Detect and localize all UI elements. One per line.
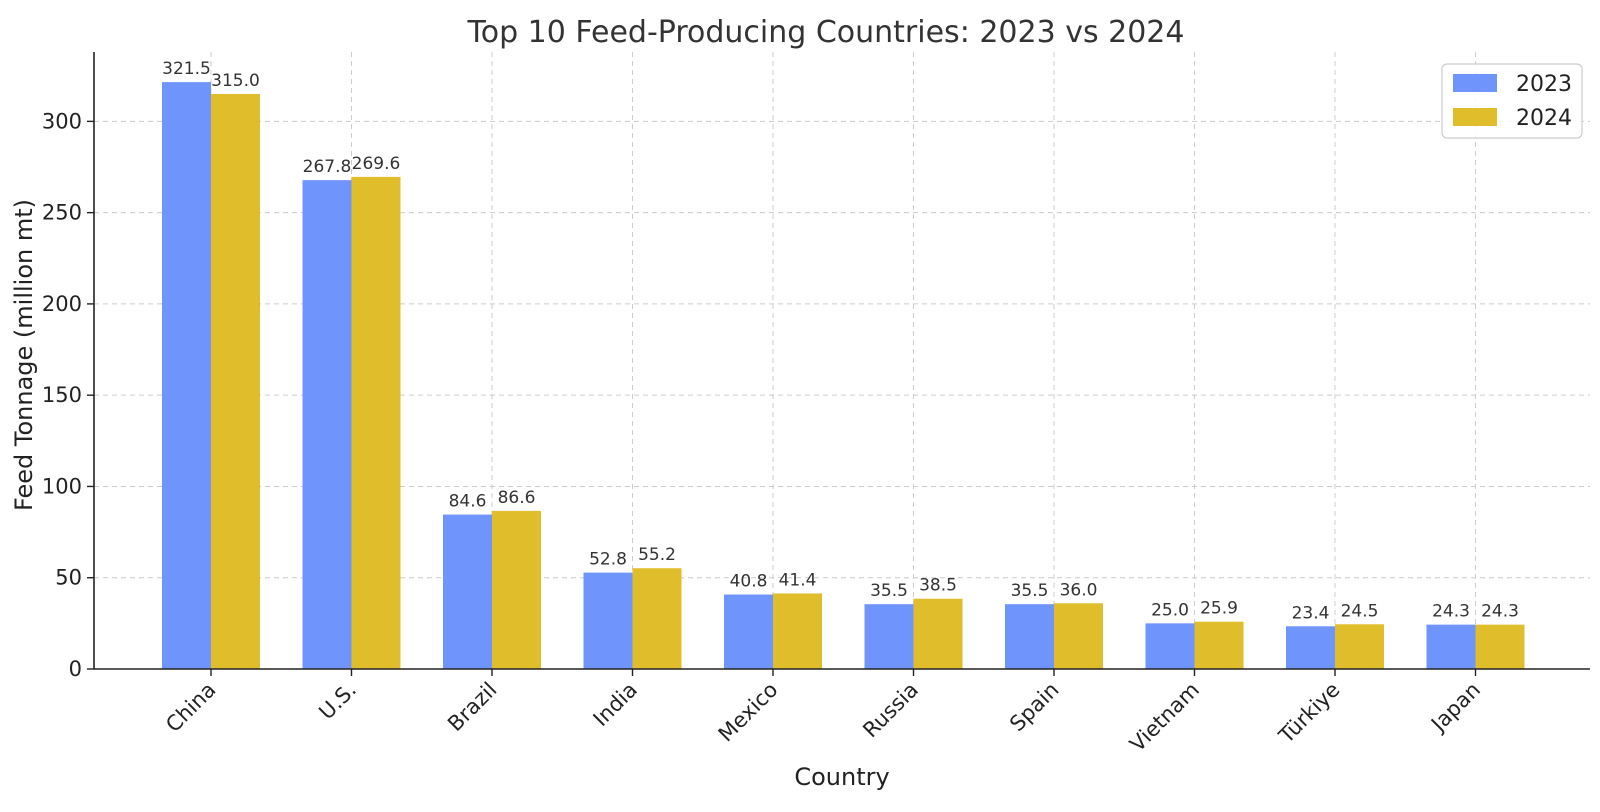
x-tick-label: Spain — [1005, 678, 1063, 736]
bar-2024-u-s- — [351, 176, 401, 669]
bar-2023-u-s- — [302, 180, 352, 669]
x-tick-label: India — [589, 678, 642, 731]
bar-value-label: 35.5 — [870, 581, 908, 601]
bar-value-label: 41.4 — [779, 570, 817, 590]
bar-value-labels: 321.5 267.8 84.6 52.8 40.8 35.5 35.5 25.0 23.4 24… — [162, 59, 1519, 623]
bar-2023-brazil — [443, 514, 492, 669]
x-tick-label: Brazil — [443, 678, 501, 736]
bar-value-label: 269.6 — [352, 154, 401, 174]
bar-2024-spain — [1054, 603, 1103, 669]
bar-value-label: 25.9 — [1200, 599, 1238, 619]
y-tick-label: 300 — [42, 109, 82, 133]
bar-2024-vietnam — [1194, 621, 1244, 669]
bar-2023-vietnam — [1145, 623, 1195, 669]
bar-value-label: 267.8 — [303, 157, 352, 177]
y-tick-label: 200 — [42, 292, 82, 316]
x-tick-label: Japan — [1425, 678, 1485, 738]
bar-value-label: 35.5 — [1011, 581, 1049, 601]
y-tick-label: 0 — [69, 657, 82, 681]
bar-value-label: 23.4 — [1292, 603, 1330, 623]
bar-value-label: 25.0 — [1151, 600, 1189, 620]
bar-value-label: 315.0 — [211, 71, 260, 91]
bar-2024-brazil — [492, 510, 541, 669]
legend-label-2023: 2023 — [1516, 72, 1572, 97]
bar-value-label: 24.3 — [1481, 602, 1519, 622]
bar-2024-india — [632, 568, 682, 669]
y-tick-label: 250 — [42, 201, 82, 225]
bar-2024-russia — [913, 598, 963, 669]
x-tick-label: China — [161, 678, 220, 737]
bar-2023-china — [162, 82, 211, 670]
bar-2024-mexico — [773, 593, 822, 669]
y-axis-label: Feed Tonnage (million mt) — [10, 199, 38, 511]
x-axis-label: Country — [794, 763, 889, 791]
bar-value-label: 321.5 — [162, 59, 211, 79]
legend-swatch-2023 — [1453, 74, 1497, 92]
bar-value-label: 40.8 — [730, 572, 768, 592]
legend: 2023 2024 — [1441, 63, 1583, 139]
chart-title: Top 10 Feed-Producing Countries: 2023 vs… — [467, 15, 1185, 50]
x-tick-label: Mexico — [714, 678, 783, 747]
bar-value-label: 84.6 — [449, 492, 487, 512]
bar-value-label: 86.6 — [498, 488, 536, 508]
bar-value-label: 24.5 — [1341, 601, 1379, 621]
bar-value-label: 38.5 — [919, 576, 957, 596]
bar-2024-china — [211, 93, 260, 669]
bar-2023-india — [583, 572, 633, 669]
x-tick-label: Vietnam — [1125, 678, 1204, 757]
bar-value-label: 36.0 — [1060, 580, 1098, 600]
bar-2024-t-rkiye — [1335, 624, 1384, 669]
bar-2024-japan — [1475, 624, 1525, 669]
x-tick-label: Türkiye — [1274, 678, 1345, 749]
bar-2023-spain — [1005, 604, 1054, 669]
bar-value-label: 24.3 — [1432, 602, 1470, 622]
bar-2023-t-rkiye — [1286, 626, 1335, 669]
legend-swatch-2024 — [1453, 108, 1497, 126]
legend-label-2024: 2024 — [1516, 106, 1572, 131]
bar-value-label: 52.8 — [589, 550, 627, 570]
y-tick-label: 150 — [42, 383, 82, 407]
bar-2023-japan — [1426, 624, 1476, 669]
bar-2023-mexico — [724, 594, 773, 669]
y-tick-label: 50 — [55, 566, 82, 590]
x-tick-label: Russia — [858, 678, 923, 743]
bar-value-label: 55.2 — [638, 545, 676, 565]
axes — [87, 52, 1590, 676]
x-tick-label: U.S. — [314, 678, 361, 725]
bar-2023-russia — [864, 604, 914, 669]
y-tick-label: 100 — [42, 474, 82, 498]
bars — [162, 82, 1525, 670]
